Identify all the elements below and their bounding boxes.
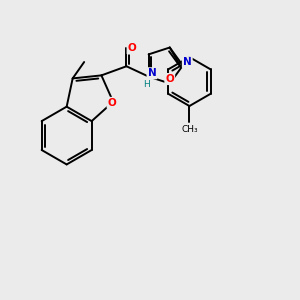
Text: O: O [108, 98, 116, 108]
Text: CH₃: CH₃ [181, 125, 198, 134]
Text: N: N [183, 57, 192, 67]
Text: H: H [143, 80, 150, 89]
Text: O: O [128, 44, 136, 53]
Text: O: O [165, 74, 174, 84]
Text: N: N [148, 68, 156, 78]
